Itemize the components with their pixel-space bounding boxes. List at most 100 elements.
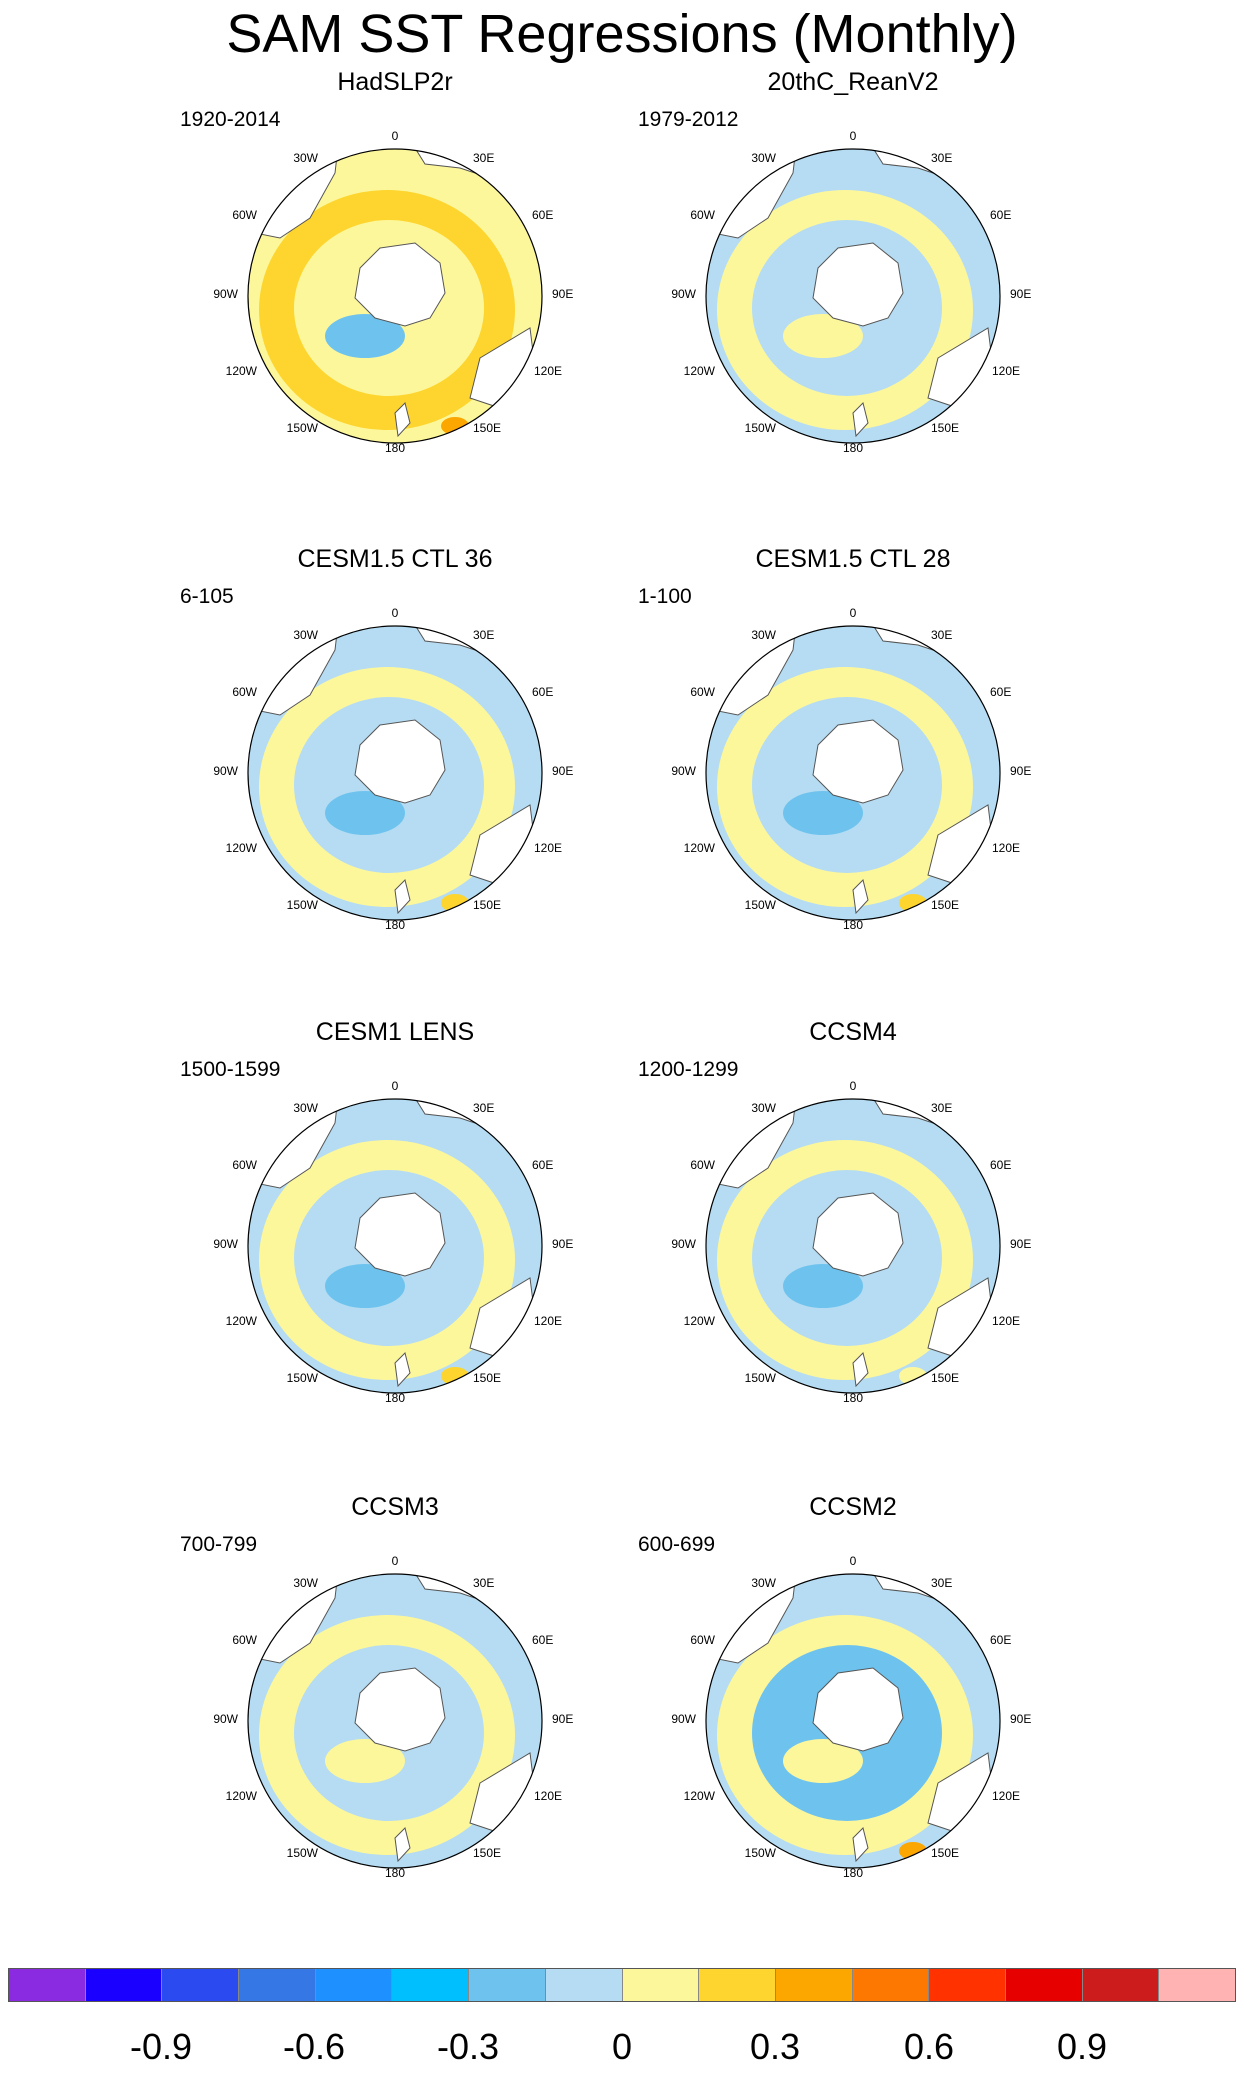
- map-panel-3: 0 30E 60E 90E 120E 150E 180 150W 120W 90W 60W 30W C…: [160, 545, 630, 1015]
- longitude-label: 90W: [213, 764, 238, 778]
- sst-anomaly-patch: [325, 314, 405, 358]
- longitude-label: 0: [850, 1554, 857, 1568]
- colorbar-label: 0.6: [903, 2026, 955, 2067]
- map-panel-4: 0 30E 60E 90E 120E 150E 180 150W 120W 90W 60W 30W C…: [618, 545, 1088, 1015]
- land-new-zealand: [394, 1352, 411, 1388]
- longitude-label: 120W: [226, 841, 258, 855]
- panel-period: 1920-2014: [180, 108, 281, 131]
- polar-map: 0 30E 60E 90E 120E 150E 180 150W 120W 90W 60W 30W: [213, 1554, 573, 1880]
- longitude-label: 60E: [532, 1158, 553, 1172]
- panel-title: HadSLP2r: [337, 68, 453, 96]
- land-antarctica: [354, 1192, 446, 1277]
- longitude-label: 0: [850, 1079, 857, 1093]
- longitude-label: 150E: [931, 1846, 959, 1860]
- land-new-zealand: [852, 402, 869, 438]
- longitude-label: 0: [392, 606, 399, 620]
- land-antarctica: [812, 1667, 904, 1752]
- longitude-label: 120E: [992, 1789, 1020, 1803]
- map-panel-1: 0 30E 60E 90E 120E 150E 180 150W 120W 90W 60W 30W H…: [160, 68, 630, 538]
- longitude-label: 60E: [990, 1633, 1011, 1647]
- longitude-label: 90E: [1010, 1712, 1031, 1726]
- panel-period: 700-799: [180, 1533, 258, 1556]
- longitude-label: 30W: [751, 151, 776, 165]
- panel-period: 1500-1599: [180, 1058, 281, 1081]
- longitude-label: 30W: [751, 1101, 776, 1115]
- map-panel-7: 0 30E 60E 90E 120E 150E 180 150W 120W 90W 60W 30W C…: [160, 1493, 630, 1963]
- panel-period: 1-100: [638, 585, 692, 608]
- longitude-label: 180: [843, 1866, 863, 1880]
- colorbar-box: [929, 1969, 1006, 2001]
- map-boundary: [705, 148, 1001, 444]
- longitude-label: 120W: [684, 841, 716, 855]
- panel-period: 1979-2012: [638, 108, 739, 131]
- longitude-label: 180: [385, 1391, 405, 1405]
- colorbar-box: [469, 1969, 546, 2001]
- longitude-label: 90E: [552, 287, 573, 301]
- sst-anomaly-patch: [783, 1739, 863, 1783]
- longitude-label: 150W: [287, 1371, 319, 1385]
- longitude-label: 150E: [473, 1846, 501, 1860]
- colorbar-box: [699, 1969, 776, 2001]
- longitude-label: 120E: [992, 364, 1020, 378]
- land-new-zealand: [852, 879, 869, 915]
- sst-anomaly-patch: [325, 1739, 405, 1783]
- sst-anomaly-patch: [783, 314, 863, 358]
- longitude-label: 0: [392, 1554, 399, 1568]
- longitude-label: 90W: [671, 287, 696, 301]
- colorbar-box: [162, 1969, 240, 2001]
- longitude-label: 60W: [232, 208, 257, 222]
- longitude-label: 120E: [534, 841, 562, 855]
- longitude-label: 120W: [226, 1789, 258, 1803]
- sst-field: [248, 626, 542, 920]
- colorbar-box: [1005, 1969, 1083, 2001]
- longitude-label: 90W: [213, 1712, 238, 1726]
- longitude-label: 0: [392, 129, 399, 143]
- longitude-label: 90W: [213, 287, 238, 301]
- longitude-label: 30W: [293, 151, 318, 165]
- longitude-label: 60E: [990, 208, 1011, 222]
- colorbar: [8, 1968, 1236, 2002]
- land-antarctica: [812, 242, 904, 327]
- land-antarctica: [812, 719, 904, 804]
- longitude-label: 60E: [532, 208, 553, 222]
- land-antarctica: [354, 1667, 446, 1752]
- longitude-label: 30E: [931, 151, 952, 165]
- longitude-label: 150W: [287, 421, 319, 435]
- polar-map: 0 30E 60E 90E 120E 150E 180 150W 120W 90W 60W 30W: [671, 606, 1031, 932]
- longitude-label: 180: [843, 441, 863, 455]
- longitude-label: 60E: [532, 1633, 553, 1647]
- colorbar-box: [775, 1969, 853, 2001]
- panel-title: 20thC_ReanV2: [767, 68, 939, 96]
- map-boundary: [705, 1098, 1001, 1394]
- longitude-label: 30E: [473, 1576, 494, 1590]
- colorbar-label: 0.3: [749, 2026, 801, 2067]
- longitude-label: 30E: [931, 1576, 952, 1590]
- sst-anomaly-patch: [325, 1264, 405, 1308]
- longitude-label: 180: [385, 441, 405, 455]
- longitude-label: 90E: [552, 764, 573, 778]
- map-boundary: [247, 1573, 543, 1869]
- sst-field: [706, 149, 1000, 443]
- colorbar-box: [9, 1969, 86, 2001]
- longitude-label: 90E: [552, 1712, 573, 1726]
- longitude-label: 150E: [931, 1371, 959, 1385]
- colorbar-label: 0.9: [1056, 2026, 1108, 2067]
- map-boundary: [247, 625, 543, 921]
- longitude-label: 90E: [552, 1237, 573, 1251]
- polar-map: 0 30E 60E 90E 120E 150E 180 150W 120W 90W 60W 30W: [671, 1554, 1031, 1880]
- land-antarctica: [812, 1192, 904, 1277]
- longitude-label: 120W: [684, 364, 716, 378]
- land-antarctica: [354, 719, 446, 804]
- longitude-label: 90W: [671, 764, 696, 778]
- polar-map: 0 30E 60E 90E 120E 150E 180 150W 120W 90W 60W 30W: [671, 1079, 1031, 1405]
- panel-title: CCSM3: [351, 1493, 439, 1521]
- colorbar-label: -0.9: [129, 2026, 193, 2067]
- sst-field: [706, 1099, 1000, 1393]
- longitude-label: 30E: [473, 628, 494, 642]
- polar-map: 0 30E 60E 90E 120E 150E 180 150W 120W 90W 60W 30W: [671, 129, 1031, 455]
- polar-map: 0 30E 60E 90E 120E 150E 180 150W 120W 90W 60W 30W: [213, 1079, 573, 1405]
- longitude-label: 90E: [1010, 287, 1031, 301]
- land-new-zealand: [394, 402, 411, 438]
- colorbar-box: [852, 1969, 930, 2001]
- longitude-label: 180: [843, 918, 863, 932]
